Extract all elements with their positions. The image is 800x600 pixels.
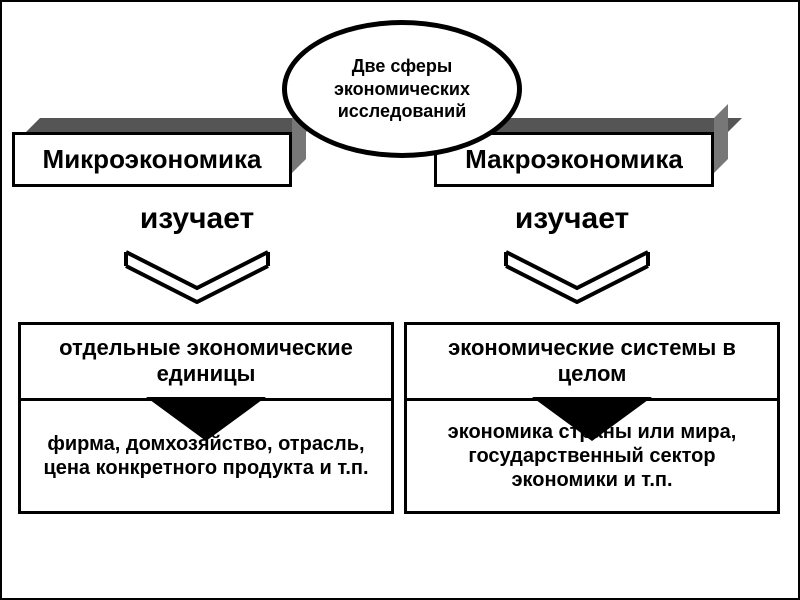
row1-text-micro: отдельные экономические единицы xyxy=(29,335,383,388)
triangle-down-icon xyxy=(146,397,266,441)
verb-label-micro: изучает xyxy=(87,202,307,236)
box3d-topface xyxy=(26,118,320,132)
triangle-down-icon xyxy=(532,397,652,441)
header-ellipse: Две сферы экономических исследований xyxy=(282,20,522,158)
branch-title-micro: Микроэкономика xyxy=(43,144,262,175)
chevron-down-icon xyxy=(122,248,272,304)
branch-title-macro: Макроэкономика xyxy=(465,144,683,175)
verb-label-macro: изучает xyxy=(462,202,682,236)
diagram-canvas: Две сферы экономических исследований Мик… xyxy=(0,0,800,600)
row1-text-macro: экономические системы в целом xyxy=(415,335,769,388)
box3d-front: Микроэкономика xyxy=(12,132,292,187)
detail-table-macro: экономические системы в целом экономика … xyxy=(404,322,780,514)
chevron-down-icon xyxy=(502,248,652,304)
detail-table-micro: отдельные экономические единицы фирма, д… xyxy=(18,322,394,514)
header-ellipse-text: Две сферы экономических исследований xyxy=(287,55,517,123)
table-row: экономические системы в целом xyxy=(407,325,777,401)
table-row: отдельные экономические единицы xyxy=(21,325,391,401)
branch-box-micro: Микроэкономика xyxy=(12,132,292,187)
box3d-sideface xyxy=(714,104,728,173)
